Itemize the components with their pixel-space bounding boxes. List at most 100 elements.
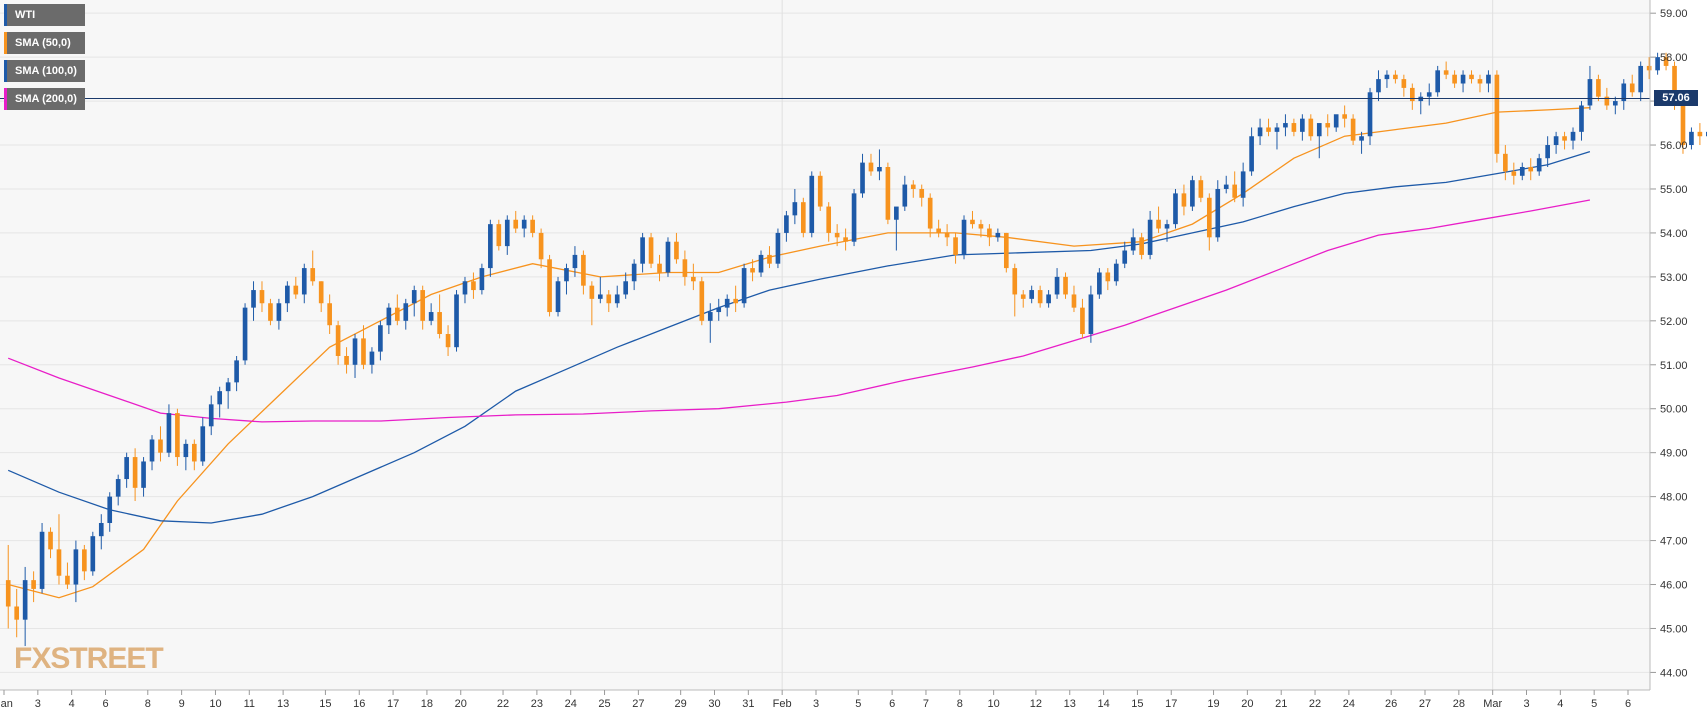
candle-body — [1063, 276, 1068, 295]
legend-item-sma-200[interactable]: SMA (200,0) — [4, 88, 85, 110]
y-tick-label: 56.00 — [1660, 140, 1688, 152]
candle-body — [733, 298, 738, 304]
candle-body — [73, 549, 79, 585]
candle-body — [1612, 101, 1618, 106]
candle-body — [1655, 57, 1660, 71]
candle-body — [149, 439, 155, 462]
candle-body — [1697, 131, 1703, 137]
current-price-tag: 57.06 — [1654, 90, 1698, 107]
candle-body — [488, 224, 493, 269]
candle-body — [234, 360, 239, 383]
candle-body — [1122, 250, 1128, 264]
candle-body — [665, 241, 671, 273]
candle-body — [555, 281, 561, 313]
x-tick-label: 23 — [531, 698, 543, 710]
fxstreet-logo: FXSTREET — [14, 642, 164, 675]
candle-body — [1519, 167, 1525, 176]
candle-body — [597, 294, 603, 299]
candle-body — [242, 307, 248, 361]
x-tick-label: 10 — [209, 698, 221, 710]
legend-label: SMA (100,0) — [15, 65, 77, 77]
x-tick-label: 15 — [319, 698, 331, 710]
candle-body — [784, 215, 789, 233]
candle-body — [1020, 294, 1026, 299]
candle-body — [225, 382, 231, 392]
candle-body — [293, 285, 299, 295]
legend-item-sma-50[interactable]: SMA (50,0) — [4, 32, 85, 54]
x-tick-label: 5 — [855, 698, 861, 710]
candle-body — [1274, 127, 1280, 132]
candle-body — [1300, 118, 1305, 132]
candle-body — [1316, 123, 1322, 137]
legend-item-sma-100[interactable]: SMA (100,0) — [4, 60, 85, 82]
candle-body — [1164, 224, 1170, 229]
candle-body — [699, 281, 705, 321]
candle-body — [792, 202, 798, 216]
candle-body — [65, 575, 70, 585]
candle-body — [1629, 83, 1635, 93]
candle-body — [14, 606, 20, 620]
y-tick-label: 52.00 — [1660, 316, 1688, 328]
candle-body — [1672, 65, 1677, 106]
candle-body — [826, 206, 832, 233]
y-tick-label: 50.00 — [1660, 404, 1688, 416]
candle-body — [1181, 193, 1187, 207]
x-tick-label: 27 — [632, 698, 644, 710]
x-tick-label: 3 — [1523, 698, 1529, 710]
candle-body — [1215, 188, 1221, 238]
candle-body — [318, 281, 324, 304]
candle-body — [674, 241, 679, 260]
candle-body — [724, 298, 730, 308]
x-tick-label: 3 — [35, 698, 41, 710]
candle-body — [1587, 79, 1593, 106]
candle-body — [1147, 219, 1153, 255]
x-tick-label: 7 — [923, 698, 929, 710]
candle-body — [5, 580, 11, 607]
candle-body — [1477, 79, 1483, 84]
candle-body — [1604, 96, 1610, 106]
candle-body — [682, 259, 688, 277]
y-tick-label: 54.00 — [1660, 228, 1688, 240]
x-tick-label: 12 — [1030, 698, 1042, 710]
y-tick-label: 46.00 — [1660, 580, 1688, 592]
y-tick-label: 48.00 — [1660, 492, 1688, 504]
candle-body — [1113, 263, 1119, 282]
legend-item-wti[interactable]: WTI — [4, 4, 85, 26]
candle-body — [978, 224, 984, 229]
candle-body — [800, 202, 806, 233]
x-tick-label: 15 — [1131, 698, 1143, 710]
candle-body — [183, 443, 189, 458]
candle-body — [1646, 65, 1652, 71]
candle-body — [1156, 219, 1161, 229]
candle-body — [335, 325, 341, 356]
candle-body — [1486, 74, 1491, 84]
x-tick-label: 20 — [1241, 698, 1253, 710]
candle-body — [352, 338, 358, 365]
candle-body — [268, 303, 273, 321]
candle-body — [894, 206, 899, 220]
x-tick-label: Mar — [1483, 698, 1502, 710]
candle-body — [1367, 92, 1373, 137]
x-tick-label: 24 — [1343, 698, 1355, 710]
x-tick-label: 6 — [889, 698, 895, 710]
candle-body — [175, 413, 180, 458]
candle-body — [22, 580, 28, 620]
candle-body — [1249, 136, 1254, 172]
candle-body — [1071, 294, 1077, 308]
candle-body — [1257, 127, 1263, 137]
x-tick-label: 18 — [421, 698, 433, 710]
candle-body — [1206, 197, 1212, 238]
candle-body — [1579, 105, 1584, 132]
candle-body — [521, 219, 527, 229]
candle-body — [462, 281, 468, 295]
candle-body — [834, 232, 840, 238]
y-tick-label: 44.00 — [1660, 667, 1688, 679]
candle-body — [1173, 193, 1178, 225]
x-tick-label: 10 — [988, 698, 1000, 710]
candle-body — [276, 303, 282, 321]
candle-body — [1570, 131, 1576, 141]
candle-body — [394, 307, 400, 321]
candle-body — [361, 338, 366, 365]
